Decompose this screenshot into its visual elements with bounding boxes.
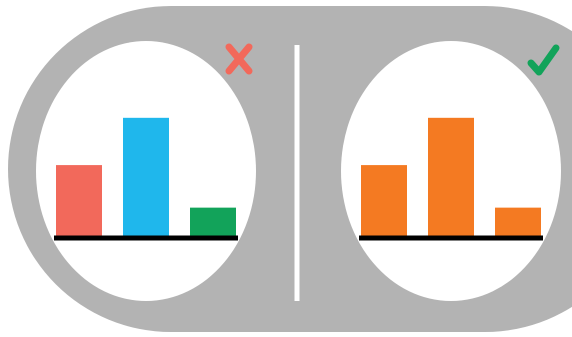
chart1-bar-3 bbox=[190, 207, 236, 236]
left-bar-chart bbox=[54, 117, 238, 241]
chart2-bar-3 bbox=[495, 207, 541, 236]
right-bar-chart bbox=[359, 117, 543, 241]
chart1-bar-1 bbox=[56, 165, 102, 236]
chart2-bar-2 bbox=[428, 117, 474, 236]
checkmark-icon bbox=[527, 44, 560, 76]
chart2-bar-1 bbox=[361, 165, 407, 236]
cross-icon bbox=[225, 43, 253, 75]
chart1-bar-2 bbox=[123, 117, 169, 236]
